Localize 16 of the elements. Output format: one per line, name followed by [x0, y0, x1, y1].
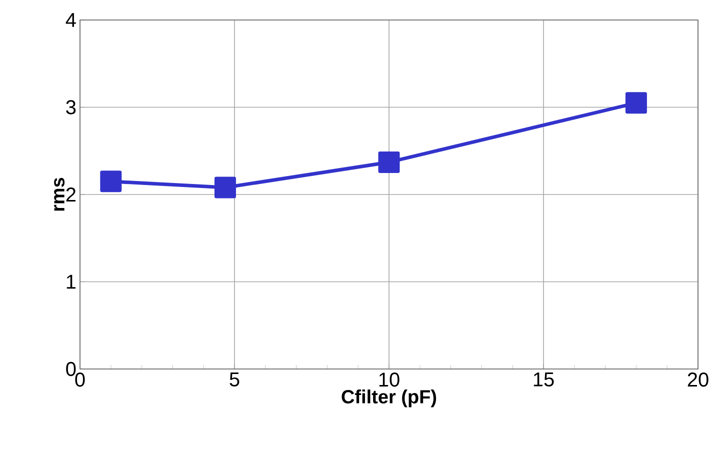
point: [378, 151, 400, 173]
x-tick-label: 0: [75, 372, 85, 387]
x-tick-label: 15: [534, 372, 554, 386]
y-tick-label: 4: [66, 13, 76, 27]
y-tick-label: 2: [66, 188, 76, 202]
y-tick-label: 0: [66, 362, 76, 376]
point: [100, 170, 122, 192]
y-axis-title: rms: [54, 178, 65, 211]
x-tick-label: 20: [688, 372, 708, 387]
x-axis-title: Cfilter (pF): [342, 390, 436, 408]
x-tick-label: 10: [379, 372, 400, 387]
y-tick-label: 3: [66, 100, 76, 114]
point: [214, 176, 236, 198]
x-tick-label: 5: [230, 372, 240, 386]
point: [625, 92, 647, 114]
y-tick-label: 1: [66, 274, 76, 289]
